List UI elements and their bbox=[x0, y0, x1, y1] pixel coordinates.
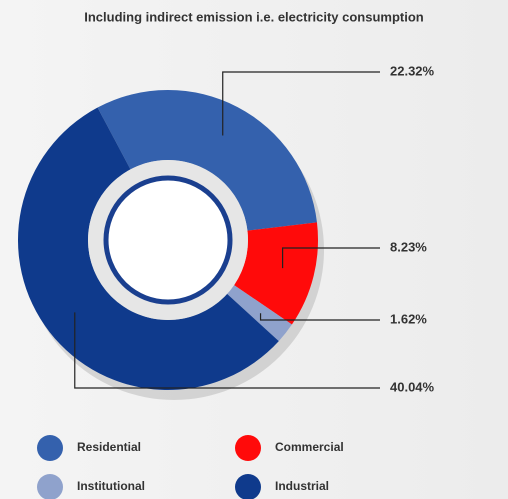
legend-label: Institutional bbox=[77, 479, 145, 493]
leader-line bbox=[222, 71, 380, 136]
legend-swatch bbox=[37, 435, 63, 461]
legend-swatch bbox=[235, 435, 261, 461]
data-label: 8.23% bbox=[390, 239, 427, 254]
leader-line bbox=[259, 313, 380, 321]
donut-segment bbox=[227, 285, 292, 342]
leader-line bbox=[74, 312, 380, 389]
legend-swatch bbox=[37, 474, 63, 499]
legend-label: Commercial bbox=[275, 440, 344, 454]
legend-swatch bbox=[235, 474, 261, 499]
inner-circle bbox=[103, 175, 233, 305]
donut-segment bbox=[17, 107, 279, 390]
legend-label: Residential bbox=[77, 440, 141, 454]
data-label: 40.04% bbox=[390, 379, 435, 394]
leader-line bbox=[281, 247, 380, 269]
donut-segment bbox=[97, 90, 317, 231]
legend-label: Industrial bbox=[275, 479, 329, 493]
data-label: 22.32% bbox=[390, 63, 435, 78]
data-label: 1.62% bbox=[390, 311, 427, 326]
chart-title: Including indirect emission i.e. electri… bbox=[84, 9, 424, 24]
